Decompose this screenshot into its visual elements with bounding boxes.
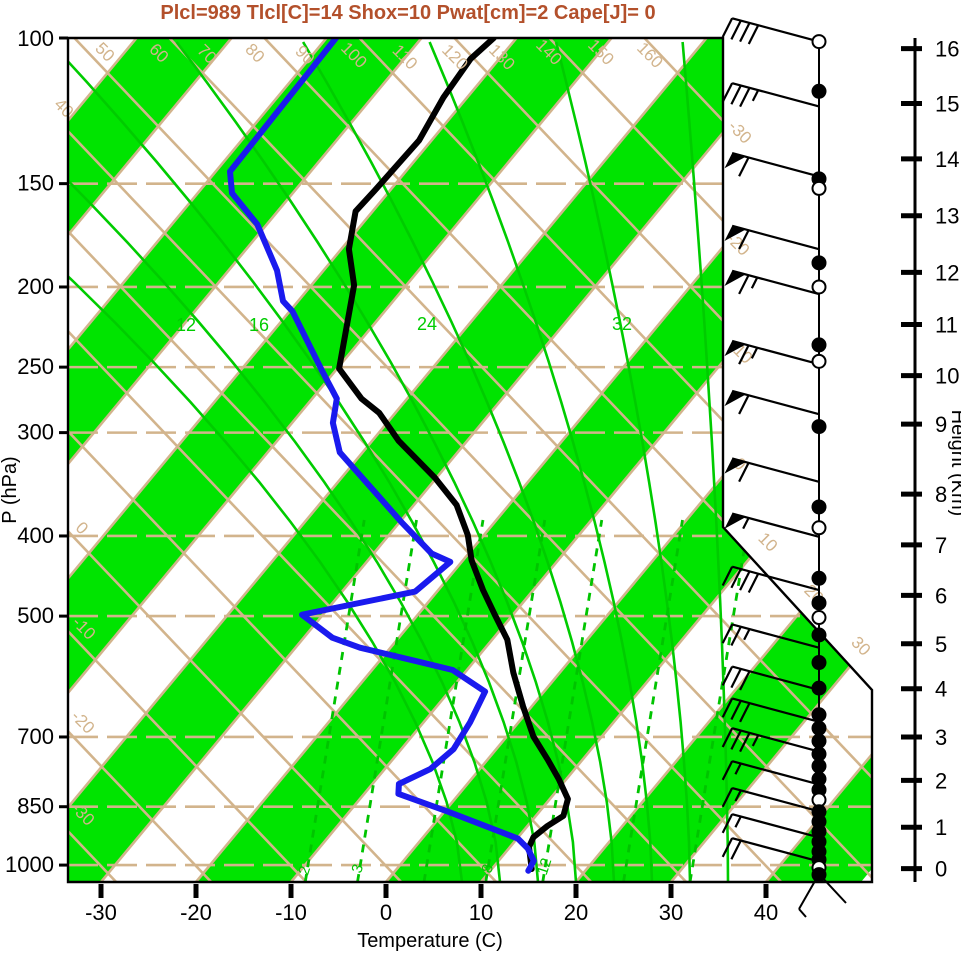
station-circle [811,34,827,50]
temperature-tick-label: -10 [275,900,307,925]
temperature-tick-label: -30 [85,900,117,925]
pressure-tick-label: 100 [17,26,54,51]
height-tick-label: 1 [935,815,947,840]
height-tick-label: 10 [935,364,959,389]
isotherm-label: -30 [724,117,755,148]
pressure-tick-label: 1000 [5,852,54,877]
plot-border [66,36,874,884]
wind-barb [721,697,820,723]
wind-barb [721,82,820,108]
station-circle [811,610,827,626]
height-tick-label: 16 [935,37,959,62]
plot-area [68,38,872,882]
temperature-tick-label: 30 [659,900,683,925]
pressure-tick-label: 200 [17,274,54,299]
station-circle [811,627,827,643]
y-axis-title: P (hPa) [0,456,21,523]
wind-barb [721,813,820,839]
height-tick-label: 13 [935,204,959,229]
pressure-tick-label: 150 [17,171,54,196]
pressure-tick-label: 250 [17,354,54,379]
wind-barb [721,837,820,863]
station-circle [811,707,827,723]
pressure-tick-label: 300 [17,420,54,445]
isotherm-label: 30 [847,633,874,660]
height-tick-label: 4 [935,677,947,702]
temperature-tick-label: 40 [754,900,778,925]
mixing-ratio-label: 12 [534,856,555,877]
height-tick-label: 6 [935,583,947,608]
pressure-tick-label: 500 [17,603,54,628]
wind-barb [724,152,820,178]
height-tick-label: 7 [935,533,947,558]
station-circle [811,419,827,435]
temperature-tick-label: 20 [564,900,588,925]
station-circle [811,180,827,196]
wind-barb [721,565,820,593]
dewpoint-curve [227,38,537,874]
station-circle [811,337,827,353]
station-circle [811,255,827,271]
wind-barb [724,269,820,296]
moist-adiabat-label: 16 [249,315,269,335]
moist-adiabat-label: 32 [612,314,632,334]
height-tick-label: 8 [935,482,947,507]
wind-barb [724,389,820,416]
temperature-tick-label: 0 [380,900,392,925]
wind-barb [721,623,820,649]
temperature-tick-label: -20 [180,900,212,925]
station-circle [811,680,827,696]
x-axis-title: Temperature (C) [357,930,503,952]
moist-adiabat-label: 24 [417,314,437,334]
wind-barb [724,224,820,251]
station-circle [811,279,827,295]
height-tick-label: 9 [935,412,947,437]
height-tick-label: 2 [935,768,947,793]
station-circle [811,353,827,369]
moist-adiabat-label: 12 [176,315,196,335]
wind-barb [724,457,820,483]
height-tick-label: 3 [935,725,947,750]
height-tick-label: 11 [935,312,958,337]
wind-barb [724,512,820,538]
temperature-curve [336,38,571,872]
height-tick-label: 12 [935,260,959,285]
pressure-tick-label: 400 [17,523,54,548]
isotherm-label: 10 [754,529,781,556]
wind-barb [721,665,820,691]
station-circle [811,595,827,611]
station-circle [811,499,827,515]
wind-barb [724,339,820,366]
station-circle [811,655,827,671]
y2-axis-title: Height (Km) [947,410,961,517]
station-circle [811,733,827,749]
chart-title: Plcl=989 Tlcl[C]=14 Shox=10 Pwat[cm]=2 C… [160,2,656,24]
station-circle [811,83,827,99]
temperature-tick-label: 10 [469,900,493,925]
station-circle [811,720,827,736]
station-circle [811,570,827,586]
height-tick-label: 5 [935,632,947,657]
pressure-tick-label: 850 [17,794,54,819]
pressure-tick-label: 700 [17,724,54,749]
wind-barb [721,17,820,45]
wind-barb-column [721,17,847,918]
wind-barb [721,760,820,786]
wind-barb [721,786,820,813]
height-tick-label: 15 [935,91,959,116]
height-tick-label: 0 [935,857,947,882]
height-tick-label: 14 [935,147,959,172]
wind-barb [721,727,820,753]
station-circle [811,758,827,774]
station-circle [811,867,827,883]
station-circle [811,520,827,536]
